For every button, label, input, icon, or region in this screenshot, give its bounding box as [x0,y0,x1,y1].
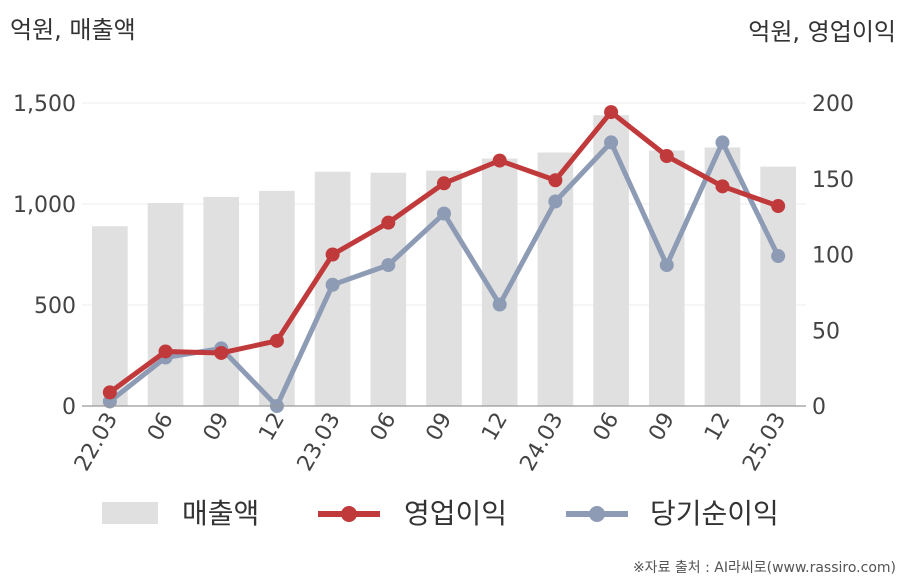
right-axis-unit-label: 억원, 영업이익 [748,18,896,46]
right-y-tick-label: 0 [812,395,826,420]
x-tick-label: 06 [589,409,625,446]
right-y-tick-label: 200 [812,92,854,117]
legend-label-net-income: 당기순이익 [650,497,779,530]
line-series [102,105,786,413]
x-tick-label: 12 [254,409,290,446]
point-net-income [325,277,340,292]
left-y-tick-label: 0 [62,395,76,420]
legend-label-operating-profit: 영업이익 [404,497,507,530]
point-operating-profit [715,179,730,194]
bar-revenue [203,196,240,406]
bar-revenue [259,190,295,406]
left-y-tick-label: 500 [34,294,76,319]
x-tick-label: 09 [199,409,235,446]
point-operating-profit [325,247,340,262]
x-tick-label: 24.03 [515,409,568,476]
bar-revenue [147,202,184,406]
bar-revenue [92,226,128,406]
point-net-income [381,258,396,273]
point-net-income [659,258,674,273]
legend: 매출액 영업이익 당기순이익 [102,497,779,530]
point-operating-profit [102,385,117,400]
bar-revenue [370,172,407,406]
x-tick-label: 12 [477,409,513,446]
point-net-income [548,194,563,209]
left-y-tick-label: 1,000 [13,193,76,218]
x-tick-label: 06 [143,409,179,446]
point-operating-profit [604,105,619,120]
legend-swatch-revenue [102,502,158,524]
point-net-income [492,297,507,312]
x-tick-label: 06 [366,409,402,446]
point-operating-profit [771,199,786,214]
x-tick-label: 12 [700,409,736,446]
legend-label-revenue: 매출액 [182,497,259,530]
x-tick-label: 09 [644,409,680,446]
bar-series [92,115,796,407]
right-y-tick-label: 100 [812,244,854,269]
x-tick-label: 25.03 [738,409,791,476]
bar-revenue [648,150,685,406]
point-operating-profit [381,215,396,230]
point-operating-profit [492,153,507,168]
left-y-ticks: 0 500 1,000 1,500 [13,92,76,420]
x-tick-label: 23.03 [293,409,346,476]
x-tick-label: 09 [422,409,458,446]
bar-revenue [426,170,462,406]
legend-swatch-operating-profit-marker [341,506,357,522]
x-ticks: 22.03 06 09 12 23.03 06 09 12 24.03 06 09 12 25.03 [70,409,791,476]
right-y-ticks: 0 50 100 150 200 [812,92,854,420]
point-net-income [715,135,730,150]
x-tick-label: 22.03 [70,409,123,476]
point-operating-profit [437,176,451,191]
point-net-income [437,206,451,221]
point-net-income [604,135,619,150]
left-y-tick-label: 1,500 [13,92,76,117]
point-operating-profit [548,173,563,188]
point-net-income [771,249,786,264]
right-y-tick-label: 150 [812,168,854,193]
point-operating-profit [269,333,284,348]
point-operating-profit [214,345,229,360]
right-y-tick-label: 50 [812,319,840,344]
point-operating-profit [158,344,173,359]
legend-swatch-net-income-marker [589,506,605,522]
left-axis-unit-label: 억원, 매출액 [10,16,136,44]
source-credit: ※자료 출처 : AI라씨로(www.rassiro.com) [633,560,896,576]
point-operating-profit [659,149,674,164]
